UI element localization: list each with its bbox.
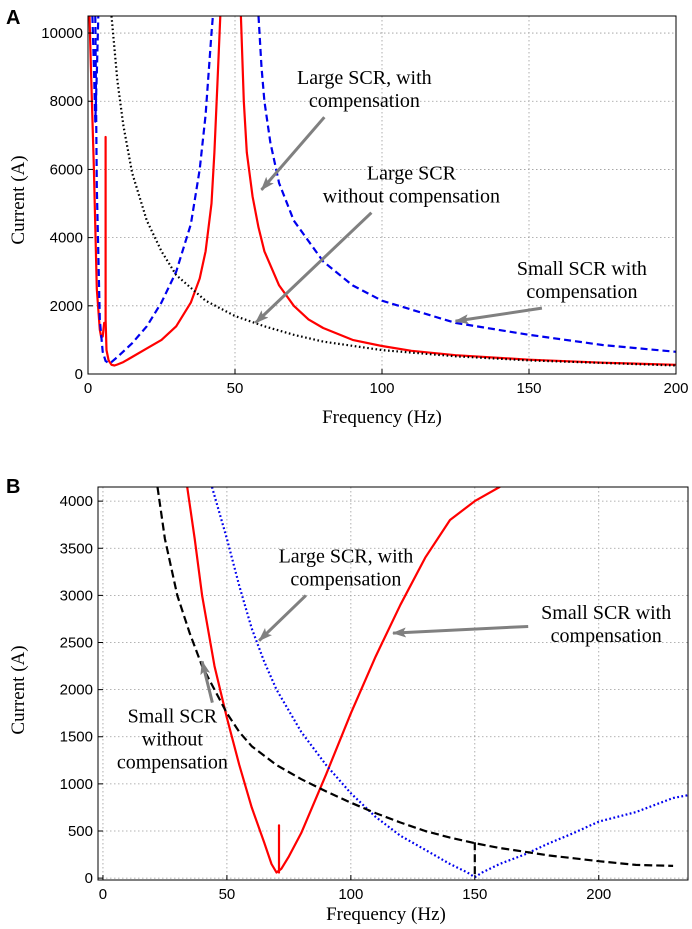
- chart-b-series-blue-dotted: [210, 487, 688, 879]
- chart-b-annotation-line: Small SCR with: [541, 602, 671, 624]
- chart-b-annotation-line: Small SCR: [128, 706, 218, 728]
- chart-b-annotation-text: Small SCR without compensation: [117, 706, 228, 774]
- chart-a-series-blue-dashed: [257, 16, 676, 353]
- chart-a-annotation-line: Large SCR, with: [297, 67, 432, 89]
- panel-a-label: A: [6, 7, 20, 29]
- chart-a-xtick-label: 0: [84, 380, 92, 397]
- chart-b-ytick-label: 2000: [60, 682, 93, 699]
- chart-b-series-red-solid: [186, 487, 501, 874]
- chart-a-series-red-solid: [104, 16, 222, 367]
- chart-a-annotation-line: Small SCR with: [517, 258, 647, 280]
- chart-a-ytick-label: 8000: [50, 93, 83, 110]
- chart-a-annotation-arrow: [260, 116, 326, 191]
- panel-b-label: B: [6, 476, 20, 498]
- chart-b-annotation-line: compensation: [117, 752, 228, 774]
- chart-b-annotation-text: Large SCR, with compensation: [279, 545, 414, 590]
- chart-a-ytick-label: 6000: [50, 161, 83, 178]
- chart-b-annotation-line: compensation: [290, 568, 401, 590]
- chart-b-xlabel: Frequency (Hz): [326, 904, 446, 925]
- chart-a-annotation-text: Small SCR with compensation: [517, 258, 647, 303]
- chart-a-annotation-arrow: [254, 211, 373, 324]
- chart-a-ytick-label: 2000: [50, 298, 83, 315]
- chart-b-xtick-label: 100: [338, 886, 363, 903]
- chart-a-xtick-label: 100: [369, 380, 394, 397]
- chart-b-ytick-label: 1000: [60, 776, 93, 793]
- chart-b-ytick-label: 3500: [60, 540, 93, 557]
- chart-b-ticks: 0 50 100 150 2000500100015002000250030003500…: [60, 493, 612, 903]
- chart-b-ytick-label: 500: [68, 823, 93, 840]
- chart-a-annotation-line: Large SCR: [367, 163, 457, 185]
- chart-b-ytick-label: 4000: [60, 493, 93, 510]
- chart-a-xtick-label: 150: [516, 380, 541, 397]
- chart-b-ylabel: Current (A): [8, 645, 29, 734]
- chart-b-ytick-label: 1500: [60, 729, 93, 746]
- chart-a-annotation-line: without compensation: [323, 186, 500, 208]
- chart-a-xtick-label: 50: [227, 380, 244, 397]
- chart-b-grid: [98, 487, 688, 880]
- chart-a-series-red-solid: [239, 16, 676, 366]
- chart-b-annotation-arrow: [392, 624, 529, 638]
- chart-b-xtick-label: 50: [219, 886, 236, 903]
- chart-b-annotation-arrow: [200, 660, 214, 703]
- chart-b: 0 50 100 150 2000500100015002000250030003500…: [8, 486, 689, 925]
- chart-a-annotation-line: compensation: [526, 281, 637, 303]
- chart-a-annotation-arrow: [454, 306, 543, 325]
- chart-a-series-red-solid: [88, 16, 106, 339]
- chart-a-annotation-text: Large SCR without compensation: [323, 163, 500, 208]
- chart-b-xtick-label: 150: [462, 886, 487, 903]
- chart-a-annotation-text: Large SCR, with compensation: [297, 67, 432, 112]
- chart-b-annotation-line: without: [142, 729, 204, 751]
- chart-a-ytick-label: 0: [75, 366, 83, 383]
- chart-a-xlabel: Frequency (Hz): [322, 407, 442, 428]
- chart-a-annotation-line: compensation: [309, 90, 420, 112]
- chart-b-xtick-label: 0: [99, 886, 107, 903]
- chart-a-series-black-dotted: [110, 16, 676, 367]
- chart-a-ytick-label: 10000: [41, 25, 83, 42]
- chart-b-frame: [97, 486, 689, 881]
- chart-b-ytick-label: 3000: [60, 587, 93, 604]
- chart-a-series: [88, 16, 676, 367]
- chart-b-annotation-line: Large SCR, with: [279, 545, 414, 567]
- chart-b-series-black-dashed: [156, 487, 674, 867]
- chart-b-ytick-label: 2500: [60, 635, 93, 652]
- chart-a-xtick-label: 200: [663, 380, 688, 397]
- chart-a-ylabel: Current (A): [8, 155, 29, 244]
- chart-a-ytick-label: 4000: [50, 230, 83, 247]
- chart-b-series: [156, 487, 688, 879]
- chart-b-annotation-arrow: [258, 594, 307, 642]
- chart-b-annotation-line: compensation: [551, 625, 662, 647]
- chart-b-ytick-label: 0: [85, 870, 93, 887]
- chart-b-annotation-text: Small SCR with compensation: [541, 602, 671, 647]
- chart-b-xtick-label: 200: [586, 886, 611, 903]
- chart-a-series-blue-dashed: [94, 16, 214, 365]
